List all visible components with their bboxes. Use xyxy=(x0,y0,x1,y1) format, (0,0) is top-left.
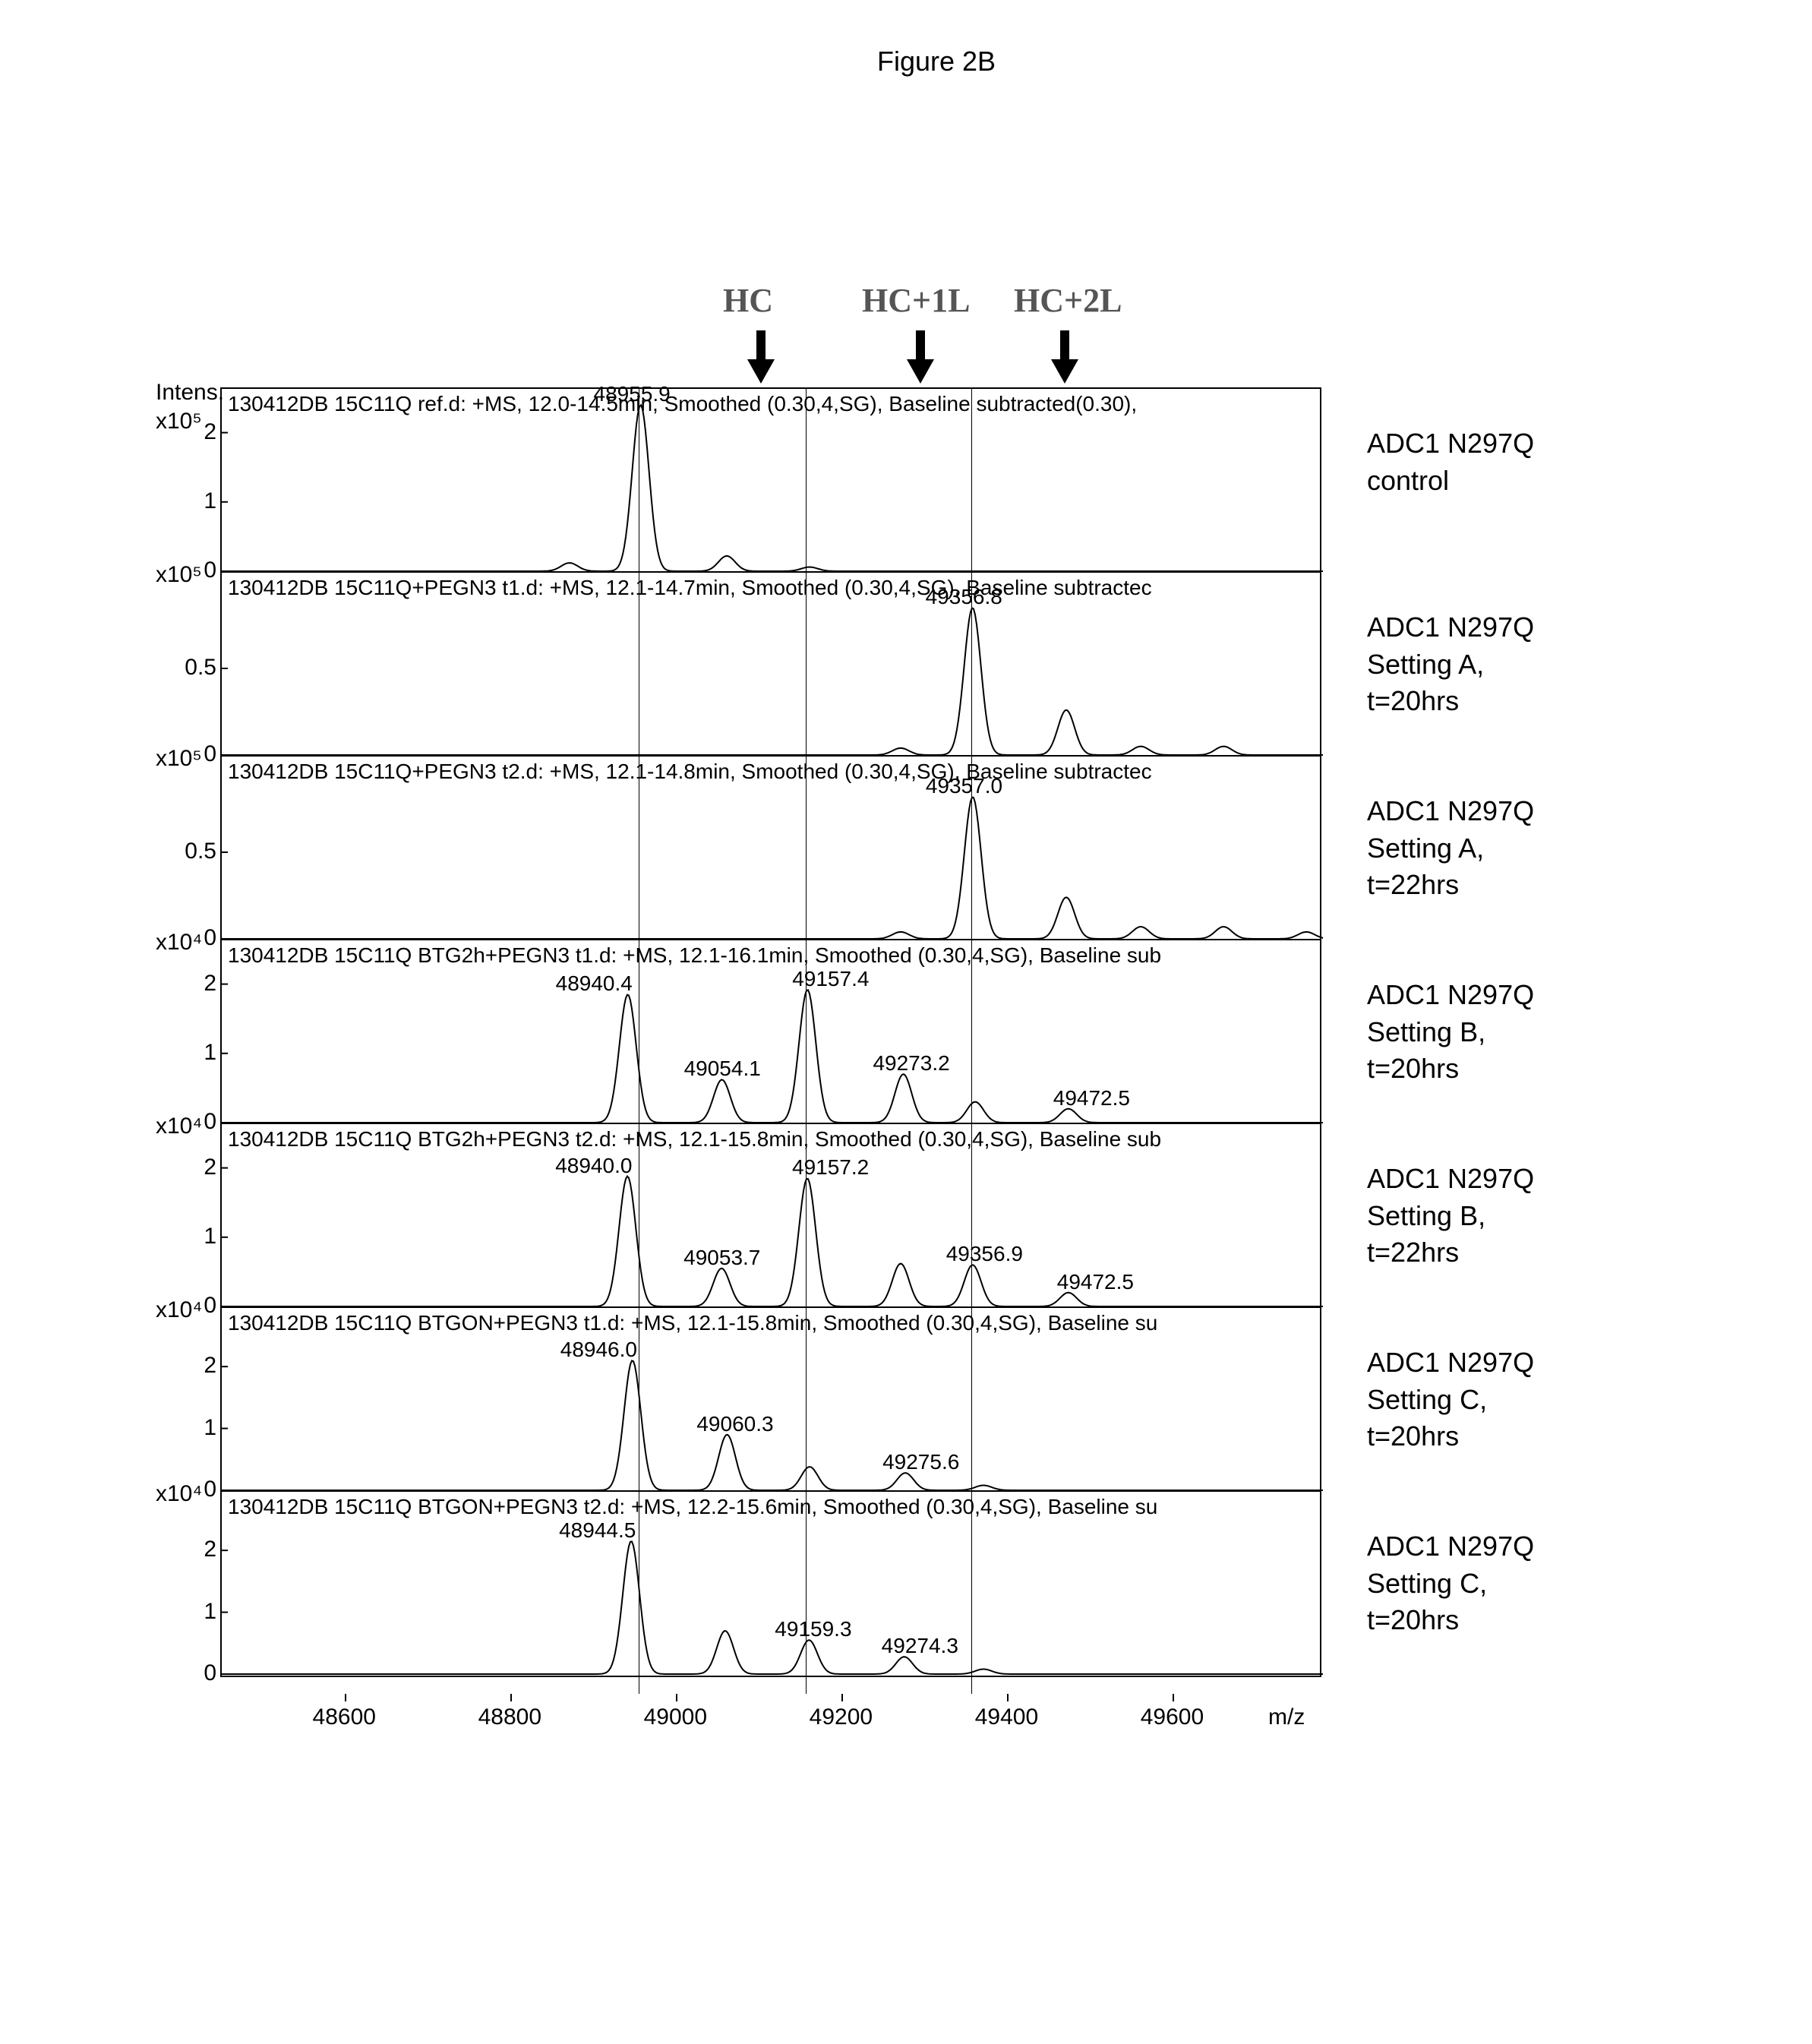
x-axis: 48600 48800 49000 49200 49400 49600 m/z xyxy=(220,1694,1321,1739)
peak-label: 49356.9 xyxy=(946,1242,1023,1266)
x-tick-label: 48800 xyxy=(478,1704,541,1730)
x-tick-label: 49000 xyxy=(644,1704,707,1730)
peak-label: 49472.5 xyxy=(1053,1086,1130,1110)
y-exponent: x10⁴ xyxy=(156,930,202,956)
x-tick-label: 49200 xyxy=(810,1704,873,1730)
y-tick-label: 0.5 xyxy=(182,839,216,864)
y-tick-label: 2 xyxy=(182,1353,216,1379)
x-tick-label: 49400 xyxy=(975,1704,1038,1730)
header-label: HC+1L xyxy=(862,281,970,320)
y-tick-label: 0 xyxy=(182,1660,216,1686)
panel-title: 130412DB 15C11Q BTGON+PEGN3 t1.d: +MS, 1… xyxy=(228,1311,1320,1335)
x-tick xyxy=(1173,1694,1174,1701)
x-tick-label: 48600 xyxy=(313,1704,376,1730)
panel-title: 130412DB 15C11Q+PEGN3 t1.d: +MS, 12.1-14… xyxy=(228,576,1320,600)
peak-label: 49053.7 xyxy=(683,1246,760,1270)
figure-title: Figure 2B xyxy=(30,46,1812,77)
spectrum-panel: 130412DB 15C11Q+PEGN3 t2.d: +MS, 12.1-14… xyxy=(222,757,1320,940)
y-axis-intensity-label: Intens. xyxy=(156,380,224,406)
figure-page: Figure 2B HC HC+1L HC+2L Intens. 130412DB … xyxy=(30,30,1812,2014)
peak-label: 48944.5 xyxy=(559,1518,636,1543)
spectrum-panel: 130412DB 15C11Q+PEGN3 t1.d: +MS, 12.1-14… xyxy=(222,573,1320,757)
y-exponent: x10⁵ xyxy=(156,746,202,772)
panel-side-label: ADC1 N297QSetting C,t=20hrs xyxy=(1367,1528,1694,1639)
header-label: HC+2L xyxy=(1014,281,1122,320)
peak-label: 49273.2 xyxy=(873,1051,949,1076)
peak-label: 48955.9 xyxy=(594,382,671,406)
y-tick-label: 2 xyxy=(182,1537,216,1562)
spectrum-panel: 130412DB 15C11Q BTG2h+PEGN3 t2.d: +MS, 1… xyxy=(222,1124,1320,1308)
header-label: HC xyxy=(723,281,773,320)
panel-title: 130412DB 15C11Q+PEGN3 t2.d: +MS, 12.1-14… xyxy=(228,760,1320,784)
panel-side-label: ADC1 N297QSetting C,t=20hrs xyxy=(1367,1344,1694,1455)
panel-side-label: ADC1 N297QSetting A,t=22hrs xyxy=(1367,793,1694,904)
y-tick-label: 0.5 xyxy=(182,655,216,681)
peak-label: 49159.3 xyxy=(775,1617,851,1641)
x-tick-label: 49600 xyxy=(1141,1704,1204,1730)
x-axis-label: m/z xyxy=(1268,1704,1305,1730)
peak-label: 49472.5 xyxy=(1057,1270,1134,1294)
y-tick-label: 1 xyxy=(182,1415,216,1441)
peak-label: 49357.0 xyxy=(926,774,1002,798)
x-tick xyxy=(1007,1694,1009,1701)
down-arrow-icon xyxy=(747,330,775,387)
spectrum-panel: 130412DB 15C11Q BTGON+PEGN3 t1.d: +MS, 1… xyxy=(222,1308,1320,1492)
reference-vline xyxy=(971,387,972,1694)
y-exponent: x10⁴ xyxy=(156,1297,202,1323)
peak-label: 49157.2 xyxy=(792,1155,869,1180)
peak-label: 49054.1 xyxy=(684,1057,761,1081)
panel-side-label: ADC1 N297Qcontrol xyxy=(1367,425,1694,499)
spectra-stack: 130412DB 15C11Q ref.d: +MS, 12.0-14.5min… xyxy=(220,387,1321,1677)
panel-title: 130412DB 15C11Q BTGON+PEGN3 t2.d: +MS, 1… xyxy=(228,1495,1320,1519)
spectrum-panel: 130412DB 15C11Q BTGON+PEGN3 t2.d: +MS, 1… xyxy=(222,1492,1320,1676)
panel-side-label: ADC1 N297QSetting B,t=22hrs xyxy=(1367,1161,1694,1272)
panel-side-label: ADC1 N297QSetting B,t=20hrs xyxy=(1367,977,1694,1088)
x-tick xyxy=(676,1694,677,1701)
y-exponent: x10⁴ xyxy=(156,1114,202,1139)
x-tick xyxy=(841,1694,843,1701)
peak-label: 48946.0 xyxy=(560,1338,637,1362)
peak-label: 48940.0 xyxy=(555,1154,632,1178)
peak-label: 49274.3 xyxy=(882,1634,958,1658)
panel-side-label: ADC1 N297QSetting A,t=20hrs xyxy=(1367,609,1694,720)
y-tick-label: 1 xyxy=(182,488,216,514)
x-tick xyxy=(510,1694,512,1701)
spectrum-panel: 130412DB 15C11Q ref.d: +MS, 12.0-14.5min… xyxy=(222,389,1320,573)
reference-vline xyxy=(806,387,807,1694)
y-tick-label: 2 xyxy=(182,419,216,445)
y-tick-label: 1 xyxy=(182,1040,216,1066)
y-exponent: x10⁴ xyxy=(156,1481,202,1507)
peak-label: 48940.4 xyxy=(556,971,633,996)
spectrum-panel: 130412DB 15C11Q BTG2h+PEGN3 t1.d: +MS, 1… xyxy=(222,940,1320,1124)
peak-label: 49275.6 xyxy=(882,1450,959,1474)
y-tick-label: 2 xyxy=(182,971,216,997)
y-tick-label: 2 xyxy=(182,1155,216,1180)
panel-title: 130412DB 15C11Q BTG2h+PEGN3 t1.d: +MS, 1… xyxy=(228,943,1320,968)
down-arrow-icon xyxy=(907,330,934,387)
peak-label: 49356.8 xyxy=(926,585,1002,609)
y-tick-label: 1 xyxy=(182,1224,216,1249)
panel-title: 130412DB 15C11Q ref.d: +MS, 12.0-14.5min… xyxy=(228,392,1320,416)
panel-title: 130412DB 15C11Q BTG2h+PEGN3 t2.d: +MS, 1… xyxy=(228,1127,1320,1152)
y-exponent: x10⁵ xyxy=(156,562,202,588)
y-tick-label: 1 xyxy=(182,1599,216,1625)
peak-label: 49060.3 xyxy=(696,1412,773,1436)
peak-label: 49157.4 xyxy=(792,967,869,991)
down-arrow-icon xyxy=(1051,330,1078,387)
x-tick xyxy=(345,1694,346,1701)
